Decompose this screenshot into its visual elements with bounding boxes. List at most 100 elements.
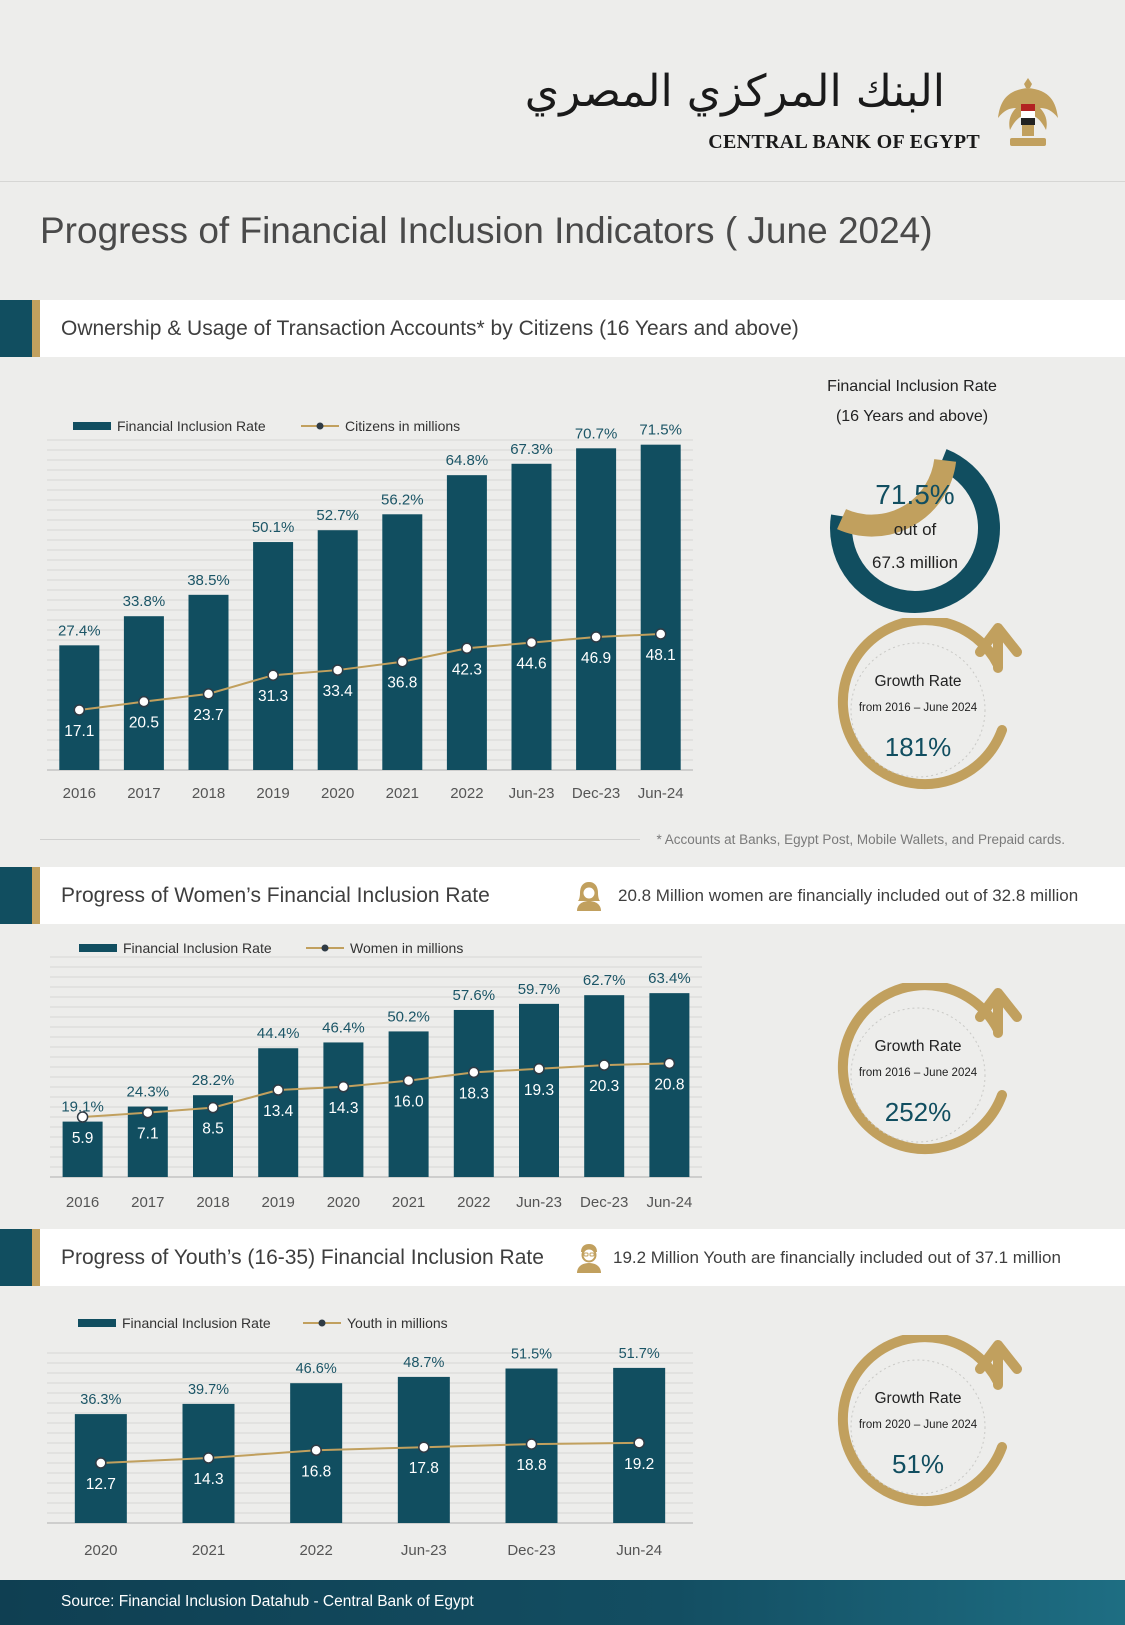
- line-value-label: 17.8: [409, 1460, 439, 1477]
- page-title: Progress of Financial Inclusion Indicato…: [40, 210, 933, 251]
- line-value-label: 48.1: [646, 647, 676, 664]
- x-tick-label: 2019: [256, 785, 289, 802]
- bar: [388, 1031, 429, 1177]
- footnote-divider: [40, 839, 640, 840]
- bar: [446, 475, 487, 770]
- line-point: [663, 1057, 676, 1070]
- section-title: Progress of Youth’s (16-35) Financial In…: [61, 1246, 544, 1269]
- line-value-label: 23.7: [193, 707, 223, 724]
- growth-value: 181%: [885, 732, 952, 762]
- line-point: [95, 1457, 107, 1469]
- growth-ring-women: Growth Rate from 2016 – June 2024 252%: [837, 983, 1022, 1155]
- growth-value: 51%: [892, 1449, 944, 1479]
- section-accent-teal: [0, 867, 32, 924]
- line-value-label: 13.4: [263, 1103, 294, 1120]
- line-value-label: 31.3: [258, 688, 288, 705]
- section-accent-teal: [0, 300, 32, 357]
- section-title: Progress of Women’s Financial Inclusion …: [61, 884, 490, 907]
- x-tick-label: 2022: [450, 785, 483, 802]
- line-point: [654, 628, 667, 640]
- series-line: [79, 633, 661, 711]
- bar: [453, 1009, 494, 1177]
- line-point: [202, 688, 215, 700]
- bar-value-label: 44.4%: [257, 1025, 300, 1042]
- bar-value-label: 62.7%: [583, 972, 626, 989]
- growth-ring-arc: [837, 618, 1007, 790]
- line-point: [533, 1063, 545, 1075]
- donut-arcs: [830, 449, 1000, 613]
- series-line: [100, 1441, 640, 1464]
- line-point: [337, 1081, 350, 1093]
- bar-value-label: 52.7%: [316, 507, 359, 524]
- x-tick-label: 2021: [392, 1194, 425, 1211]
- bar: [62, 1121, 103, 1177]
- growth-title: Growth Rate: [874, 1390, 961, 1407]
- line-point: [272, 1084, 284, 1096]
- bar-value-label: 33.8%: [123, 593, 166, 610]
- bar: [640, 444, 681, 770]
- chart-legend: Financial Inclusion Rate Citizens in mill…: [73, 418, 460, 434]
- footer: Source: Financial Inclusion Datahub - Ce…: [0, 1580, 1125, 1625]
- growth-ring-arc: [837, 1335, 1007, 1507]
- women-chart: Financial Inclusion Rate Women in million…: [50, 940, 702, 1211]
- bar: [584, 995, 625, 1177]
- line-value-label: 16.0: [394, 1094, 425, 1111]
- growth-title: Growth Rate: [874, 1038, 961, 1055]
- series-line: [82, 1062, 670, 1118]
- line-value-label: 36.8: [387, 675, 417, 692]
- line-point: [207, 1101, 219, 1114]
- x-tick-label: Jun-23: [401, 1542, 447, 1559]
- bar: [258, 1048, 299, 1177]
- footnote: * Accounts at Banks, Egypt Post, Mobile …: [656, 832, 1065, 847]
- bar-value-label: 59.7%: [518, 981, 561, 998]
- bar-value-label: 56.2%: [381, 491, 424, 508]
- bar-value-label: 46.4%: [322, 1019, 365, 1036]
- growth-value: 252%: [885, 1097, 952, 1127]
- bar-value-label: 38.5%: [187, 572, 230, 589]
- legend-label-line: Citizens in millions: [345, 418, 460, 434]
- eagle-emblem-icon: [998, 78, 1058, 146]
- youth-chart: Financial Inclusion Rate Youth in million…: [47, 1315, 693, 1559]
- woman-icon: [577, 882, 601, 911]
- line-point: [310, 1444, 322, 1457]
- x-tick-label: Dec-23: [580, 1194, 628, 1211]
- section-bar-women: Progress of Women’s Financial Inclusion …: [0, 867, 1125, 924]
- bar: [188, 594, 229, 770]
- growth-ring-inner-dots: [850, 1007, 986, 1143]
- growth-period: from 2016 – June 2024: [859, 702, 978, 714]
- legend-swatch-bar: [73, 422, 111, 430]
- growth-ring-arc: [837, 983, 1007, 1155]
- line-value-label: 19.3: [524, 1082, 554, 1099]
- donut-value: 71.5%: [875, 479, 954, 510]
- bar-value-label: 24.3%: [127, 1084, 170, 1101]
- growth-title: Growth Rate: [874, 673, 961, 690]
- donut-title-line1: Financial Inclusion Rate: [827, 378, 997, 395]
- section-bar-citizens: Ownership & Usage of Transaction Account…: [0, 300, 1125, 357]
- x-tick-label: 2021: [192, 1542, 225, 1559]
- chart-legend: Financial Inclusion Rate Women in million…: [79, 940, 463, 956]
- bar-value-label: 36.3%: [80, 1392, 121, 1408]
- line-point: [73, 704, 86, 716]
- x-tick-label: Jun-24: [616, 1542, 662, 1559]
- section-accent-gold: [32, 867, 40, 924]
- x-tick-label: 2020: [84, 1542, 117, 1559]
- line-value-label: 18.8: [516, 1457, 546, 1474]
- logo-english-text: CENTRAL BANK OF EGYPT: [708, 131, 980, 153]
- gridlines: [47, 1352, 693, 1524]
- line-point: [331, 664, 344, 676]
- line-value-label: 7.1: [137, 1126, 159, 1143]
- x-tick-label: Jun-23: [516, 1194, 562, 1211]
- line-value-label: 20.5: [129, 715, 159, 732]
- legend-swatch-dot: [318, 1319, 326, 1327]
- logo-arabic-text: البنك المركزي المصري: [524, 66, 945, 117]
- x-tick-label: 2022: [457, 1194, 490, 1211]
- bar: [253, 542, 294, 770]
- x-tick-label: 2020: [327, 1194, 360, 1211]
- line-value-label: 46.9: [581, 650, 611, 667]
- donut-sub2: 67.3 million: [872, 553, 958, 572]
- growth-period: from 2016 – June 2024: [859, 1067, 978, 1079]
- inclusion-rate-donut: Financial Inclusion Rate (16 Years and a…: [827, 378, 1000, 613]
- line-point: [525, 636, 538, 649]
- section-accent-teal: [0, 1229, 32, 1286]
- line-point: [598, 1059, 610, 1071]
